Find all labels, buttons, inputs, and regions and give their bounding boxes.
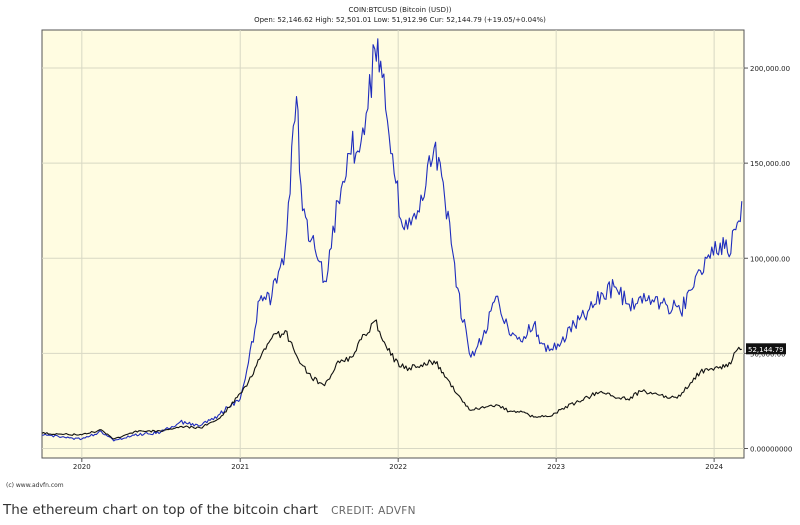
y-tick-label: 0.00000000: [750, 445, 792, 453]
y-tick-label: 150,000.00: [750, 160, 790, 168]
image-caption: The ethereum chart on top of the bitcoin…: [3, 499, 416, 521]
x-tick-label: 2023: [547, 463, 565, 471]
x-tick-label: 2020: [73, 463, 91, 471]
plot-area: [41, 29, 745, 459]
chart-frame: COIN:BTCUSD (Bitcoin (USD)) Open: 52,146…: [6, 6, 793, 489]
chart-stats: Open: 52,146.62 High: 52,501.01 Low: 51,…: [254, 16, 546, 24]
y-tick-label: 100,000.00: [750, 255, 790, 263]
y-axis: 0.00000000 50,000.00 100,000.00 150,000.00 2…: [744, 65, 792, 453]
chart-title: COIN:BTCUSD (Bitcoin (USD)): [349, 6, 452, 14]
x-tick-label: 2021: [231, 463, 249, 471]
current-price-label: 52,144.79: [748, 346, 784, 354]
x-tick-label: 2024: [705, 463, 723, 471]
caption-text: The ethereum chart on top of the bitcoin…: [3, 502, 319, 518]
bitcoin-line: [41, 319, 742, 440]
caption-credit: CREDIT: ADVFN: [331, 505, 416, 517]
series-layer: [41, 38, 743, 442]
y-tick-label: 200,000.00: [750, 65, 790, 73]
x-tick-label: 2022: [389, 463, 407, 471]
ethereum-line: [41, 38, 743, 442]
y-tick-label: 50,000.00: [750, 350, 786, 358]
current-price-marker: 52,144.79: [746, 343, 786, 355]
source-credit: (c) www.advfn.com: [6, 482, 64, 489]
current-price-badge: [746, 343, 786, 355]
price-chart: COIN:BTCUSD (Bitcoin (USD)) Open: 52,146…: [6, 6, 792, 489]
x-axis: 2020 2021 2022 2023 2024: [73, 458, 724, 471]
